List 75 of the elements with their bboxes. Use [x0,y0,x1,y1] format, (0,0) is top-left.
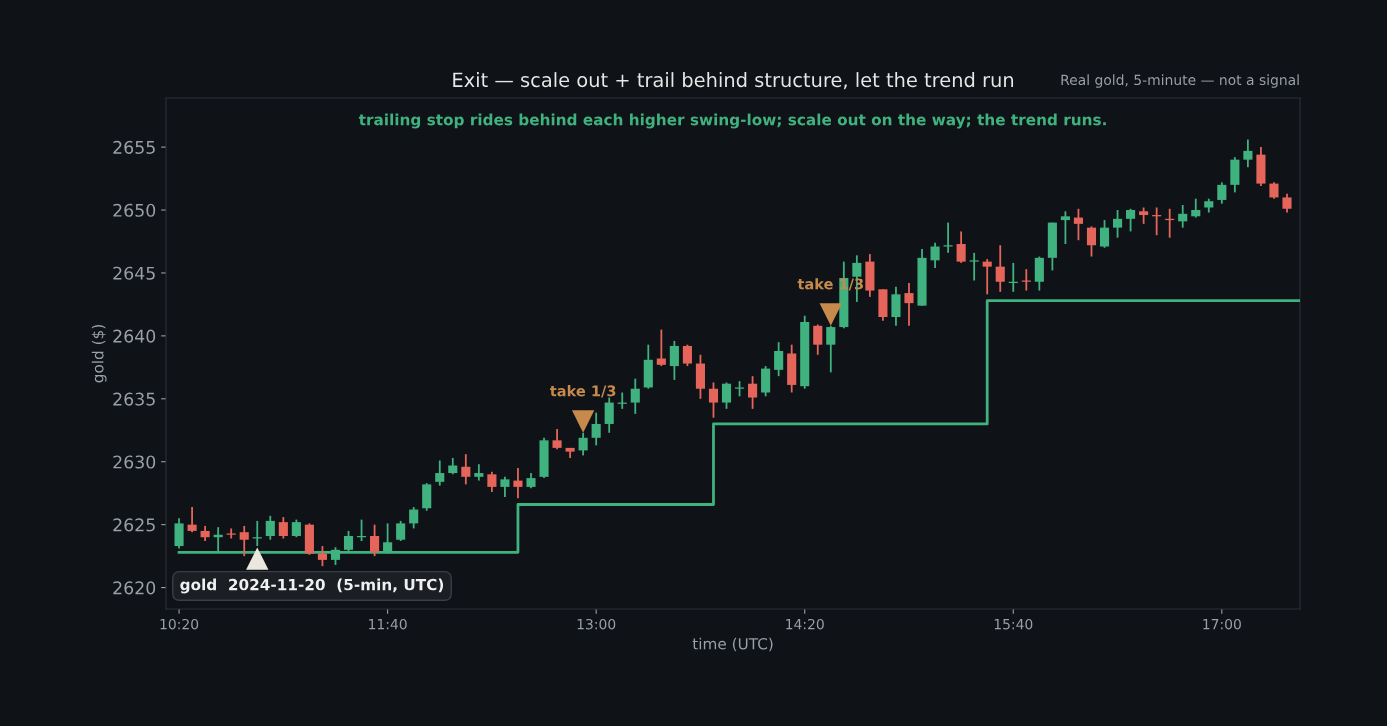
candlestick [174,517,184,550]
chart-title: Exit — scale out + trail behind structure, let the trend run [453,72,1014,90]
candlestick [422,482,432,512]
candlestick [1099,219,1110,249]
candlestick [1073,207,1084,242]
candlestick [396,519,406,542]
candlestick [461,453,471,486]
candlestick [682,343,692,367]
y-tick-label: 2620 [113,581,156,595]
y-axis-title: gold ($) [91,325,107,383]
annotation: gold 2024-11-20 (5-min, UTC) [180,578,444,594]
y-tick-label: 2630 [113,455,156,469]
point [819,303,842,326]
candlestick [1126,207,1136,233]
x-tick-label: 14:20 [786,618,824,630]
x-tick-label: 15:40 [994,618,1033,630]
x-tick-label: 13:00 [577,618,616,630]
candlestick [317,545,327,568]
candlestick [774,341,784,378]
candlestick [761,365,771,398]
candlestick [904,282,914,327]
y-tick-label: 2640 [113,329,156,343]
x-axis-title: time (UTC) [692,637,773,652]
y-tick-label: 2625 [113,518,155,532]
candlestick [604,396,614,434]
candlestick [1112,209,1123,239]
candlestick [669,339,679,381]
candlestick [370,523,380,558]
annotation: take 1/3 [549,385,616,398]
candlestick [930,241,940,269]
candlestick [1086,225,1097,258]
candlestick [826,324,836,374]
candlestick [239,525,249,558]
y-tick-label: 2655 [113,140,155,154]
candlestick [500,475,510,498]
candlestick [591,411,601,447]
candlestick [435,459,445,487]
candlestick [630,377,640,415]
candlestick [969,251,979,282]
point [571,410,595,433]
candlestick [265,514,275,541]
candlestick [1021,268,1031,292]
candlestick [278,516,288,540]
y-tick-label: 2635 [113,392,155,406]
candlestick [1191,197,1201,219]
y-tick-label: 2645 [113,266,155,280]
y-tick-label: 2650 [113,203,156,217]
candlestick [1178,204,1188,229]
candlestick [1217,181,1227,205]
candlestick [708,381,719,419]
candlestick [656,328,666,367]
candlestick [187,506,197,534]
point [246,547,269,570]
candlestick [748,375,758,410]
candlestick [1282,192,1292,214]
candlestick [956,230,966,264]
candlestick [982,258,992,296]
candlestick [578,431,588,457]
x-tick-label: 11:40 [369,618,407,630]
candlestick [721,381,732,410]
candlestick [552,428,562,451]
x-tick-label: 10:20 [160,618,199,630]
candlestick [487,470,497,493]
candlestick [1034,255,1044,292]
x-tick-label: 17:00 [1203,618,1241,630]
candlestick [1060,210,1070,245]
candlestick [409,506,419,530]
candlestick [943,221,953,254]
candlestick [513,467,523,500]
candlestick [1243,138,1253,169]
text: trailing stop rides behind each higher swing-low; scale out on the way; the trend runs. [358,113,1106,129]
candlestick [995,244,1005,293]
text: Real gold, 5-minute — not a signal [1061,74,1299,88]
candlestick [813,323,823,356]
candlestick [891,285,901,327]
